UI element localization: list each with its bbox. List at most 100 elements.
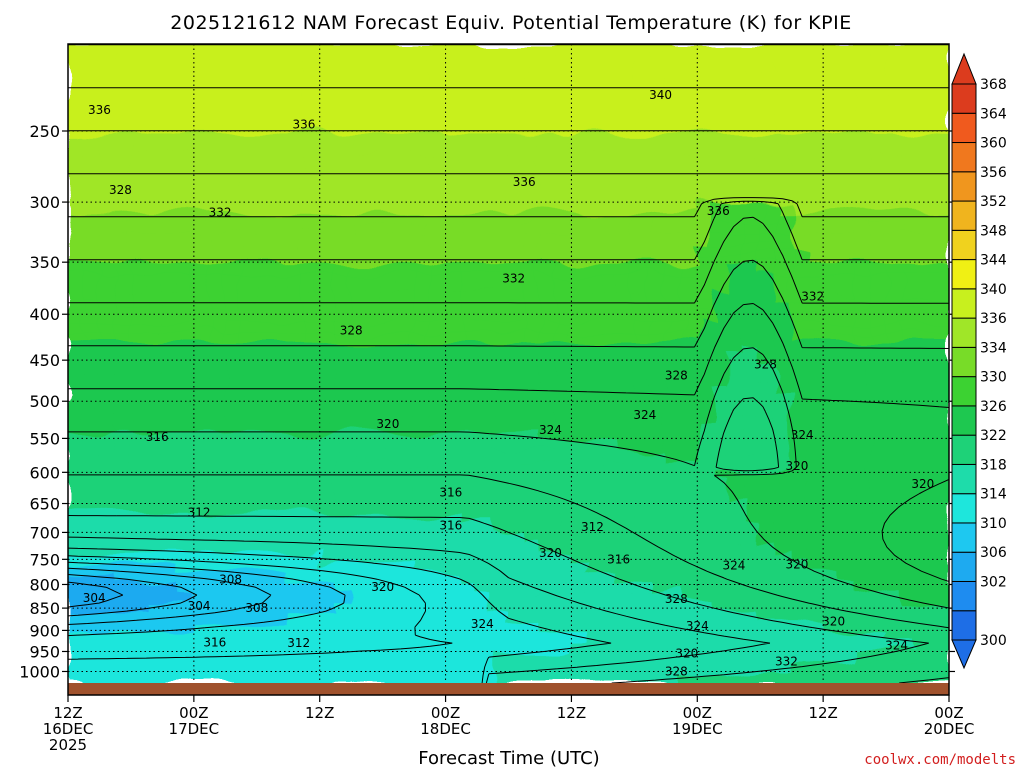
field-cell [712, 233, 730, 245]
field-cell [256, 612, 274, 624]
field-cell [791, 73, 808, 85]
field-cell [413, 442, 431, 454]
field-cell [555, 452, 572, 464]
field-cell [429, 153, 447, 165]
field-cell [366, 203, 384, 215]
field-cell [272, 293, 289, 305]
field-cell [177, 652, 195, 664]
field-cell [728, 83, 745, 95]
field-cell [555, 303, 572, 315]
field-cell [822, 392, 840, 404]
contour-label: 320 [785, 557, 808, 571]
field-cell [161, 283, 179, 295]
field-cell [665, 273, 683, 285]
field-cell [397, 442, 415, 454]
field-cell [161, 83, 179, 95]
field-cell [429, 532, 447, 544]
field-cell [696, 303, 714, 315]
field-cell [775, 343, 793, 355]
colorbar-swatch [951, 580, 977, 612]
field-cell [633, 183, 651, 195]
field-cell [224, 592, 242, 604]
field-cell [901, 522, 919, 534]
field-cell [681, 83, 698, 95]
field-cell [759, 123, 777, 135]
field-cell [586, 343, 604, 355]
field-cell [901, 363, 919, 374]
field-cell [224, 462, 242, 474]
field-cell [696, 363, 714, 374]
field-cell [570, 472, 588, 484]
field-cell [130, 83, 148, 95]
field-cell [224, 542, 242, 554]
field-cell [570, 452, 588, 464]
field-cell [303, 512, 321, 524]
contour-line [68, 561, 346, 637]
field-cell [885, 412, 903, 424]
field-cell [193, 173, 211, 185]
field-cell [98, 233, 116, 245]
field-cell [476, 512, 494, 524]
field-cell [366, 273, 384, 285]
field-cell [932, 63, 949, 75]
field-cell [209, 442, 226, 454]
field-cell [98, 472, 116, 484]
field-cell [413, 672, 431, 684]
field-cell [885, 103, 903, 115]
field-cell [508, 44, 525, 55]
contour-label: 324 [885, 638, 908, 652]
field-cell [586, 293, 604, 305]
field-cell [570, 402, 588, 414]
field-cell [586, 93, 604, 105]
field-cell [618, 372, 635, 384]
field-cell [838, 512, 856, 524]
field-cell [649, 442, 667, 454]
field-cell [555, 442, 572, 454]
field-cell [272, 63, 289, 75]
field-cell [146, 442, 163, 454]
field-cell [806, 492, 824, 504]
field-cell [114, 253, 132, 265]
field-cell [382, 213, 399, 225]
field-cell [917, 452, 934, 464]
field-cell [838, 143, 856, 155]
field-cell [193, 183, 211, 195]
field-cell [602, 293, 620, 305]
field-cell [272, 392, 289, 404]
field-cell [272, 233, 289, 245]
field-cell [822, 113, 840, 125]
field-cell [822, 522, 840, 534]
field-cell [366, 412, 384, 424]
field-cell [272, 243, 289, 255]
field-cell [382, 652, 399, 664]
field-cell [854, 542, 871, 554]
field-cell [224, 223, 242, 235]
field-cell [397, 293, 415, 305]
field-cell [854, 323, 871, 335]
field-cell [287, 313, 305, 325]
field-cell [570, 522, 588, 534]
field-cell [665, 562, 683, 574]
field-cell [476, 313, 494, 325]
field-cell [822, 73, 840, 85]
field-cell [696, 263, 714, 275]
contour-label-text: 304 [188, 599, 211, 613]
field-cell [224, 412, 242, 424]
field-cell [901, 572, 919, 584]
field-cell [838, 343, 856, 355]
field-cell [791, 542, 808, 554]
field-cell [728, 93, 745, 105]
field-cell [492, 632, 509, 644]
field-cell [854, 44, 871, 55]
field-cell [382, 333, 399, 345]
contour-label-text: 316 [203, 635, 226, 649]
field-cell [539, 83, 557, 95]
field-cell [508, 522, 525, 534]
field-cell [272, 363, 289, 374]
field-cell [602, 73, 620, 85]
field-cell [728, 123, 745, 135]
field-cell [476, 542, 494, 554]
x-tick-label: 12Z [305, 704, 334, 722]
field-cell [696, 113, 714, 125]
field-cell [303, 402, 321, 414]
